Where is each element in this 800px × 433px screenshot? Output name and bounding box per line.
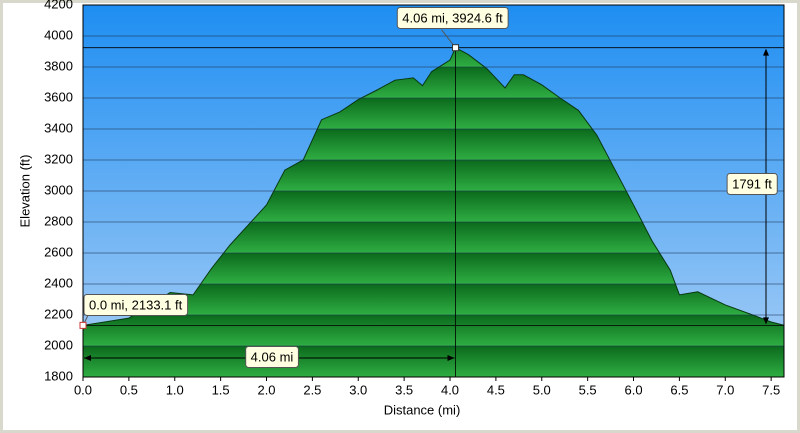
x-tick-label: 4.0: [441, 382, 459, 397]
x-tick-label: 5.5: [579, 382, 597, 397]
span-label: 1791 ft: [732, 176, 772, 191]
y-tick-label: 3000: [44, 182, 73, 197]
span-label-box: [726, 172, 778, 195]
y-tick-label: 2600: [44, 244, 73, 259]
y-tick-label: 4000: [44, 27, 73, 42]
y-tick-label: 3400: [44, 120, 73, 135]
marker: [79, 321, 87, 329]
y-tick-label: 2800: [44, 213, 73, 228]
y-tick-label: 3200: [44, 151, 73, 166]
y-tick-label: 3600: [44, 89, 73, 104]
x-axis-label: Distance (mi): [384, 402, 461, 417]
y-tick-label: 4200: [44, 0, 73, 11]
x-tick-label: 2.5: [303, 382, 321, 397]
x-tick-label: 3.5: [395, 382, 413, 397]
y-tick-label: 2400: [44, 275, 73, 290]
marker: [452, 44, 460, 52]
x-tick-label: 0.5: [120, 382, 138, 397]
x-tick-label: 7.5: [762, 382, 780, 397]
x-tick-label: 1.0: [166, 382, 184, 397]
x-tick-label: 1.5: [212, 382, 230, 397]
x-tick-label: 6.5: [670, 382, 688, 397]
span-label: 4.06 mi: [251, 349, 294, 364]
y-tick-label: 2000: [44, 337, 73, 352]
y-tick-label: 2200: [44, 306, 73, 321]
x-tick-label: 7.0: [716, 382, 734, 397]
x-tick-label: 2.0: [257, 382, 275, 397]
marker-label-box: [83, 293, 189, 316]
x-tick-label: 0.0: [74, 382, 92, 397]
marker-label: 0.0 mi, 2133.1 ft: [89, 297, 183, 312]
marker-label: 4.06 mi, 3924.6 ft: [402, 10, 503, 25]
y-axis-label: Elevation (ft): [17, 155, 32, 228]
x-tick-label: 3.0: [349, 382, 367, 397]
y-tick-label: 3800: [44, 58, 73, 73]
y-tick-label: 1800: [44, 368, 73, 383]
plot-border: [82, 4, 785, 378]
span-label-box: [245, 345, 299, 368]
elevation-area: [82, 46, 785, 378]
x-tick-label: 5.0: [533, 382, 551, 397]
x-tick-label: 4.5: [487, 382, 505, 397]
marker-label-box: [396, 6, 509, 29]
x-tick-label: 6.0: [624, 382, 642, 397]
